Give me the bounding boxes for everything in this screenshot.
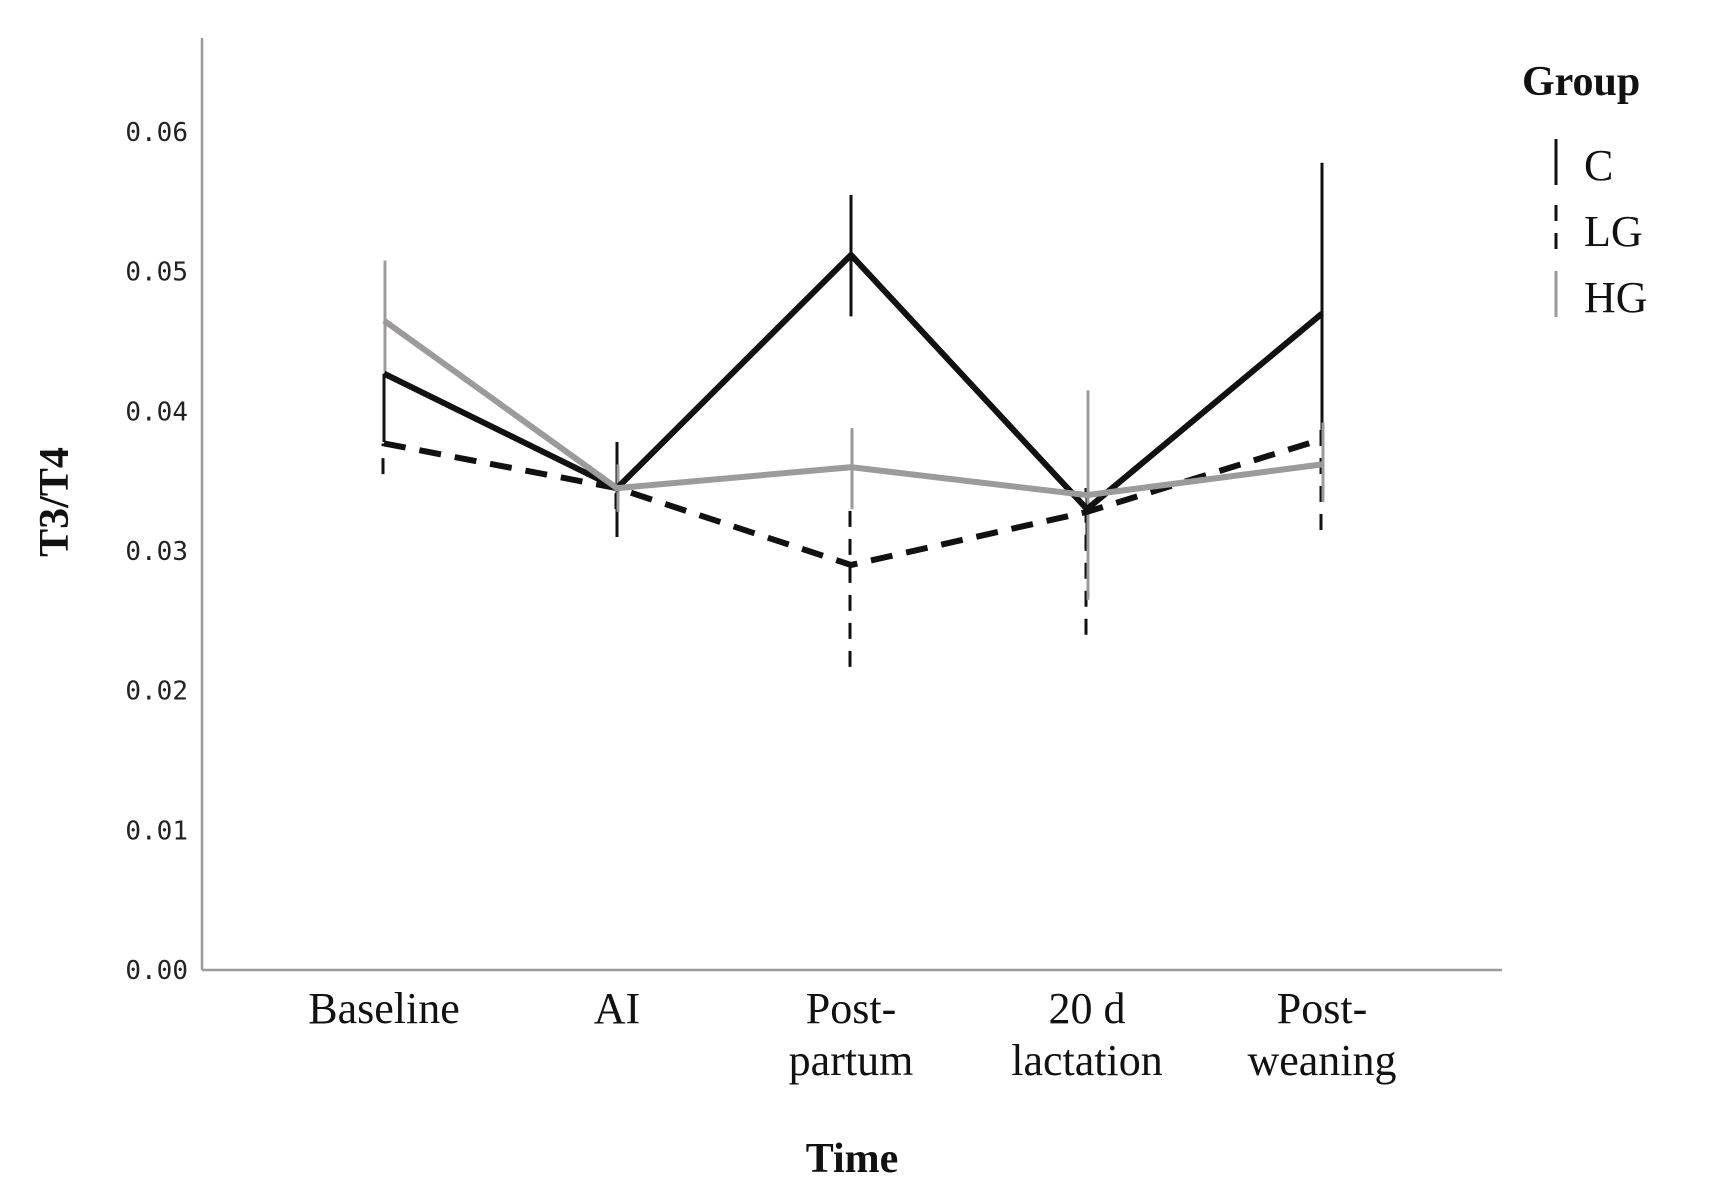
x-tick-label: Baseline (308, 984, 460, 1033)
legend-label-hg: HG (1584, 273, 1648, 322)
series-line-c (382, 250, 1324, 514)
series-lines (382, 250, 1324, 569)
y-tick-label: 0.03 (125, 537, 188, 567)
y-axis-title: T3/T4 (32, 447, 78, 557)
y-tick-label: 0.06 (125, 118, 188, 148)
x-tick-label: Post-weaning (1247, 984, 1396, 1085)
y-tick-label: 0.01 (125, 816, 188, 846)
legend-title: Group (1522, 59, 1640, 105)
x-tick-labels: Baseline AI Post-partum 20 d lactation Post-w… (308, 984, 1396, 1085)
legend-label-c: C (1584, 141, 1613, 190)
y-ticks: 0.00 0.01 0.02 0.03 0.04 0.05 0.06 (125, 118, 188, 986)
error-bars (381, 162, 1325, 667)
axes (200, 38, 1502, 972)
legend: Group C LG HG (1522, 59, 1648, 322)
y-tick-label: 0.05 (125, 258, 188, 288)
x-tick-label: 20 d lactation (1011, 984, 1163, 1085)
y-tick-label: 0.04 (125, 397, 188, 427)
series-line-hg (382, 318, 1323, 499)
x-axis-title: Time (806, 1136, 899, 1182)
y-tick-label: 0.00 (125, 956, 188, 986)
y-tick-label: 0.02 (125, 677, 188, 707)
x-tick-label: Post-partum (789, 984, 914, 1085)
x-tick-label: AI (594, 984, 640, 1033)
legend-label-lg: LG (1584, 207, 1643, 256)
